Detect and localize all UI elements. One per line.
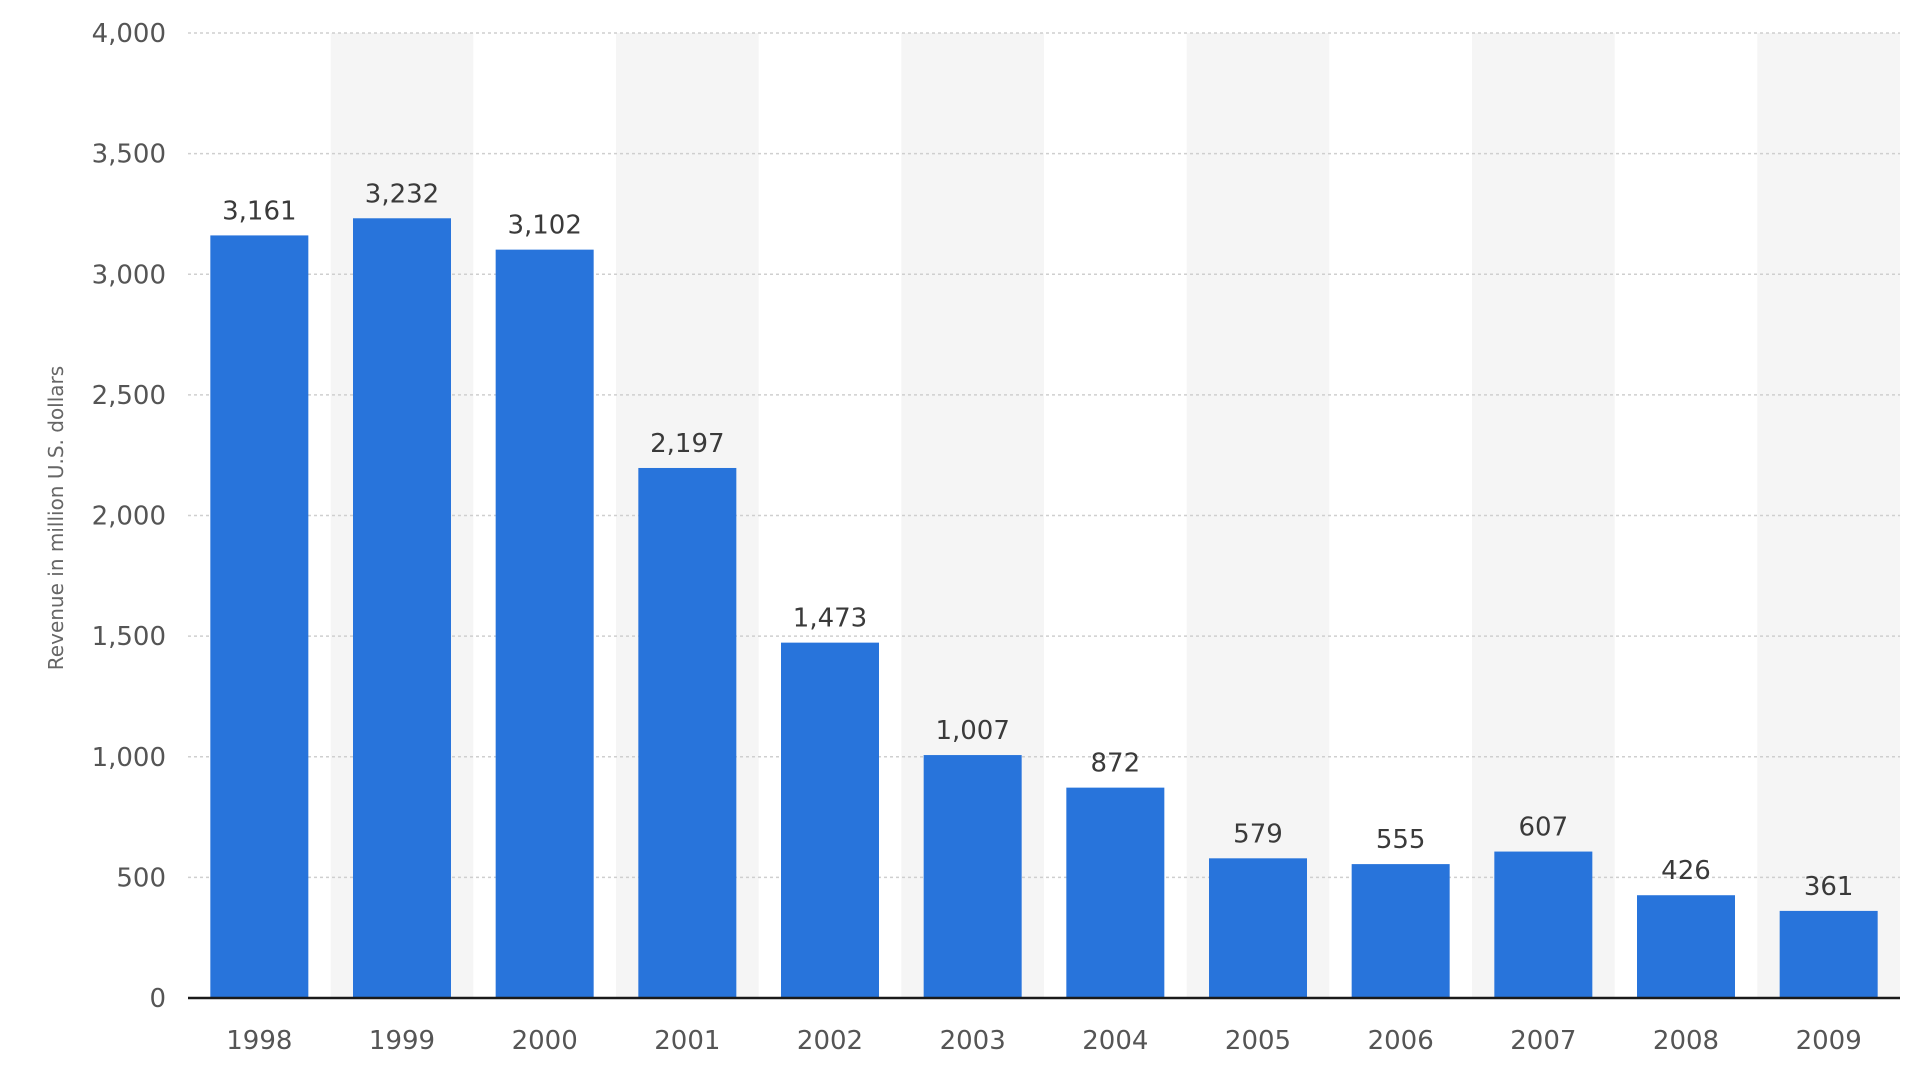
- bar-2007[interactable]: [1494, 851, 1593, 998]
- bar-2000[interactable]: [495, 249, 594, 998]
- data-label: 2,197: [650, 429, 724, 459]
- x-tick-label: 2001: [654, 1026, 720, 1056]
- bar-2008[interactable]: [1637, 895, 1735, 998]
- x-tick-label: 2002: [797, 1026, 863, 1056]
- y-tick-label: 3,000: [92, 260, 166, 290]
- data-label: 1,473: [793, 604, 867, 634]
- data-label: 361: [1804, 872, 1854, 902]
- x-tick-label: 2004: [1082, 1026, 1148, 1056]
- data-label: 3,161: [222, 196, 296, 226]
- y-tick-label: 4,000: [92, 19, 166, 49]
- x-tick-label: 2000: [512, 1026, 578, 1056]
- data-label: 579: [1233, 819, 1283, 849]
- bar-2003[interactable]: [923, 755, 1022, 998]
- x-tick-label: 1998: [226, 1026, 292, 1056]
- y-tick-label: 2,500: [92, 381, 166, 411]
- data-label: 3,102: [507, 211, 581, 241]
- x-tick-label: 2007: [1510, 1026, 1576, 1056]
- data-label: 426: [1661, 856, 1711, 886]
- x-tick-label: 2009: [1796, 1026, 1862, 1056]
- y-tick-label: 3,500: [92, 140, 166, 170]
- data-label: 607: [1519, 813, 1569, 843]
- data-label: 3,232: [365, 179, 439, 209]
- x-tick-label: 2006: [1368, 1026, 1434, 1056]
- x-tick-label: 2008: [1653, 1026, 1719, 1056]
- data-label: 555: [1376, 825, 1426, 855]
- bar-2004[interactable]: [1066, 787, 1165, 998]
- bar-2006[interactable]: [1351, 864, 1450, 998]
- y-tick-label: 1,500: [92, 622, 166, 652]
- bar-2001[interactable]: [638, 467, 737, 998]
- bar-2002[interactable]: [781, 642, 879, 998]
- data-label: 1,007: [935, 716, 1009, 746]
- y-tick-label: 2,000: [92, 502, 166, 532]
- y-tick-label: 1,000: [92, 743, 166, 773]
- y-tick-label: 0: [149, 984, 166, 1014]
- y-tick-label: 500: [116, 863, 166, 893]
- x-tick-label: 2005: [1225, 1026, 1291, 1056]
- bar-2009[interactable]: [1779, 910, 1878, 998]
- background-band: [1472, 33, 1615, 998]
- data-label: 872: [1091, 749, 1141, 779]
- bar-2005[interactable]: [1209, 858, 1307, 998]
- x-tick-label: 2003: [940, 1026, 1006, 1056]
- bar-1999[interactable]: [353, 218, 451, 998]
- x-tick-label: 1999: [369, 1026, 435, 1056]
- bar-1998[interactable]: [210, 235, 309, 998]
